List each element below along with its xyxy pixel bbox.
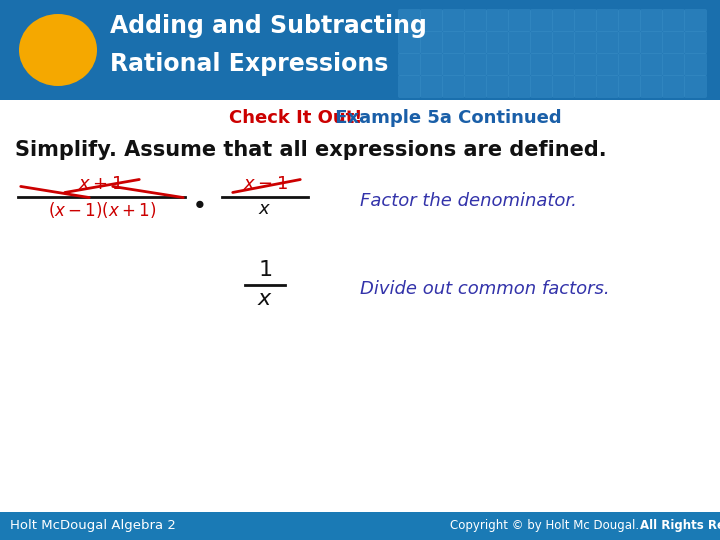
Text: Divide out common factors.: Divide out common factors. [360,280,610,298]
FancyBboxPatch shape [530,31,553,54]
FancyBboxPatch shape [640,53,663,76]
FancyBboxPatch shape [464,9,487,32]
FancyBboxPatch shape [662,31,685,54]
FancyBboxPatch shape [596,31,619,54]
FancyBboxPatch shape [640,31,663,54]
FancyBboxPatch shape [640,75,663,98]
FancyBboxPatch shape [618,9,641,32]
FancyBboxPatch shape [640,9,663,32]
FancyBboxPatch shape [486,75,509,98]
FancyBboxPatch shape [530,9,553,32]
FancyBboxPatch shape [618,75,641,98]
FancyBboxPatch shape [596,53,619,76]
FancyBboxPatch shape [420,31,443,54]
FancyBboxPatch shape [442,31,465,54]
FancyBboxPatch shape [662,9,685,32]
FancyBboxPatch shape [662,53,685,76]
FancyBboxPatch shape [486,31,509,54]
FancyBboxPatch shape [464,53,487,76]
FancyBboxPatch shape [574,9,597,32]
FancyBboxPatch shape [530,75,553,98]
Text: $(x-1)(x+1)$: $(x-1)(x+1)$ [48,200,156,220]
Ellipse shape [19,14,97,86]
Text: Rational Expressions: Rational Expressions [110,52,388,76]
FancyBboxPatch shape [552,75,575,98]
FancyBboxPatch shape [574,53,597,76]
FancyBboxPatch shape [684,9,707,32]
FancyBboxPatch shape [552,9,575,32]
FancyBboxPatch shape [684,31,707,54]
FancyBboxPatch shape [420,75,443,98]
FancyBboxPatch shape [618,31,641,54]
FancyBboxPatch shape [596,9,619,32]
Text: Simplify. Assume that all expressions are defined.: Simplify. Assume that all expressions ar… [15,140,607,160]
Text: $x$: $x$ [257,289,273,309]
Text: $1$: $1$ [258,260,272,280]
Text: Check It Out!: Check It Out! [229,109,362,127]
FancyBboxPatch shape [508,31,531,54]
Text: Holt McDougal Algebra 2: Holt McDougal Algebra 2 [10,519,176,532]
FancyBboxPatch shape [442,9,465,32]
Text: $x$: $x$ [258,200,271,218]
Text: Adding and Subtracting: Adding and Subtracting [110,14,427,38]
FancyBboxPatch shape [464,75,487,98]
FancyBboxPatch shape [398,9,421,32]
FancyBboxPatch shape [574,31,597,54]
FancyBboxPatch shape [420,53,443,76]
FancyBboxPatch shape [508,53,531,76]
Text: $\bullet$: $\bullet$ [192,191,204,215]
FancyBboxPatch shape [486,53,509,76]
FancyBboxPatch shape [442,75,465,98]
FancyBboxPatch shape [684,75,707,98]
Text: $x-1$: $x-1$ [243,175,287,193]
Text: Example 5a Continued: Example 5a Continued [329,109,562,127]
FancyBboxPatch shape [508,75,531,98]
Text: Copyright © by Holt Mc Dougal.: Copyright © by Holt Mc Dougal. [450,519,643,532]
FancyBboxPatch shape [530,53,553,76]
Text: $x+1$: $x+1$ [78,175,122,193]
FancyBboxPatch shape [464,31,487,54]
Bar [0,512,720,540]
FancyBboxPatch shape [442,53,465,76]
FancyBboxPatch shape [420,9,443,32]
FancyBboxPatch shape [684,53,707,76]
FancyBboxPatch shape [398,53,421,76]
FancyBboxPatch shape [552,53,575,76]
FancyBboxPatch shape [618,53,641,76]
FancyBboxPatch shape [398,75,421,98]
FancyBboxPatch shape [574,75,597,98]
FancyBboxPatch shape [662,75,685,98]
FancyBboxPatch shape [486,9,509,32]
FancyBboxPatch shape [508,9,531,32]
Text: Factor the denominator.: Factor the denominator. [360,192,577,210]
Bar [0,0,720,100]
Text: All Rights Reserved.: All Rights Reserved. [640,519,720,532]
FancyBboxPatch shape [596,75,619,98]
FancyBboxPatch shape [552,31,575,54]
FancyBboxPatch shape [398,31,421,54]
